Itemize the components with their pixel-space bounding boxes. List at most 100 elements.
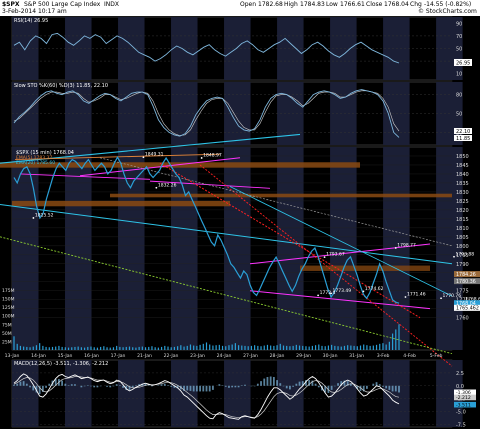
macd-histogram-bar bbox=[340, 381, 343, 386]
price-annotation-dot bbox=[317, 294, 320, 297]
open-value: 1782.68 bbox=[258, 1, 283, 8]
macd-histogram-bar bbox=[186, 385, 189, 391]
macd-histogram-bar bbox=[151, 385, 153, 387]
volume-bar bbox=[71, 347, 73, 350]
volume-bar bbox=[83, 347, 86, 350]
macd-histogram-bar bbox=[29, 385, 31, 388]
x-axis-label: 29-Jan bbox=[296, 353, 311, 359]
macd-histogram-bar bbox=[279, 383, 282, 386]
price-annotation-dot bbox=[362, 290, 365, 293]
macd-day-shade bbox=[65, 360, 92, 427]
volume-bar bbox=[61, 346, 63, 350]
macd-last-box bbox=[454, 401, 476, 408]
volume-bar bbox=[32, 346, 34, 350]
macd-histogram-bar bbox=[48, 383, 51, 386]
macd-histogram-bar bbox=[22, 381, 25, 386]
volume-bar bbox=[42, 345, 44, 350]
macd-histogram-bar bbox=[292, 385, 295, 387]
macd-histogram-bar bbox=[269, 376, 272, 386]
x-axis-label: 17-Jan bbox=[111, 353, 126, 359]
brand: © StockCharts.com bbox=[418, 8, 477, 15]
volume-bar bbox=[331, 344, 333, 350]
macd-histogram-bar bbox=[228, 385, 230, 388]
volume-bar bbox=[103, 346, 105, 350]
volume-tick-label: 150M bbox=[2, 297, 15, 303]
price-annotation: 1832.26 bbox=[158, 182, 177, 188]
macd-histogram-bar bbox=[167, 385, 169, 386]
volume-bar bbox=[215, 345, 217, 350]
price-annotation-dot bbox=[394, 247, 397, 249]
volume-bar bbox=[167, 346, 169, 350]
macd-title: MACD(12,26,5) -3.511, -1.306, -2.212 bbox=[14, 361, 108, 367]
price-value-label: 1765.462 bbox=[456, 306, 479, 312]
macd-last-label: -3.511 bbox=[456, 402, 471, 408]
sto-tick-label: 80 bbox=[456, 93, 462, 99]
macd-histogram-bar bbox=[147, 385, 150, 386]
volume-bar bbox=[80, 347, 82, 350]
macd-histogram-bar bbox=[160, 384, 163, 386]
macd-histogram-bar bbox=[256, 383, 259, 386]
x-axis-label: 23-Jan bbox=[190, 353, 205, 359]
x-axis-label: 13-Jan bbox=[5, 353, 20, 359]
volume-bar bbox=[334, 345, 336, 350]
volume-tick-label: 25M bbox=[2, 339, 12, 345]
macd-histogram-bar bbox=[263, 378, 266, 386]
macd-histogram-bar bbox=[99, 385, 102, 387]
sto-last-box bbox=[454, 128, 472, 134]
macd-histogram-bar bbox=[125, 385, 128, 390]
volume-bar bbox=[144, 347, 147, 350]
macd-histogram-bar bbox=[13, 384, 15, 386]
x-axis-label: 5-Feb bbox=[430, 353, 443, 359]
low-value: 1766.61 bbox=[340, 1, 365, 8]
volume-bar bbox=[366, 345, 368, 350]
volume-bar bbox=[180, 345, 182, 350]
volume-bar bbox=[93, 347, 95, 350]
macd-histogram-bar bbox=[64, 383, 67, 386]
price-day-shade bbox=[277, 147, 304, 350]
price-ema2-legend: EMA(20) 1785.60 bbox=[16, 160, 55, 166]
price-annotation-dot bbox=[200, 157, 203, 159]
macd-histogram-bar bbox=[240, 385, 243, 386]
macd-histogram-bar bbox=[359, 385, 362, 391]
price-annotation: 1849.31 bbox=[145, 152, 164, 158]
price-annotation: 1770.76 bbox=[443, 293, 462, 299]
macd-histogram-bar bbox=[337, 383, 339, 386]
macd-histogram-bar bbox=[394, 385, 397, 392]
volume-bar bbox=[55, 346, 57, 350]
volume-bar bbox=[48, 347, 50, 350]
price-tick-label: 1815 bbox=[456, 217, 469, 223]
macd-day-shade bbox=[383, 360, 410, 427]
price-annotation: 1793.88 bbox=[456, 251, 475, 257]
volume-bar bbox=[202, 343, 204, 350]
volume-bar bbox=[193, 345, 195, 350]
macd-histogram-bar bbox=[122, 385, 124, 388]
macd-histogram-bar bbox=[45, 385, 47, 388]
macd-histogram-bar bbox=[16, 383, 19, 386]
volume-bar bbox=[209, 344, 211, 350]
price-line bbox=[13, 155, 400, 304]
volume-tick-label: 125M bbox=[2, 305, 15, 311]
volume-bar bbox=[289, 346, 291, 350]
macd-histogram-bar bbox=[67, 385, 70, 386]
volume-bar bbox=[177, 346, 179, 350]
volume-bar bbox=[39, 343, 41, 350]
macd-histogram-bar bbox=[366, 385, 368, 389]
macd-histogram-bar bbox=[298, 381, 301, 386]
volume-bar bbox=[234, 343, 236, 350]
volume-bar bbox=[132, 347, 134, 350]
price-annotation: 1815.52 bbox=[35, 212, 54, 218]
x-axis-label: 16-Jan bbox=[84, 353, 99, 359]
low-label: Low bbox=[326, 1, 338, 8]
volume-bar bbox=[369, 345, 371, 350]
volume-bar bbox=[64, 347, 66, 350]
volume-bar bbox=[254, 345, 256, 350]
price-tick-label: 1795 bbox=[456, 253, 469, 259]
price-day-shade bbox=[436, 147, 463, 350]
macd-last-box bbox=[454, 394, 476, 401]
rsi-tick-label: 70 bbox=[456, 34, 462, 40]
volume-bar bbox=[347, 345, 349, 350]
support-band bbox=[110, 193, 452, 198]
price-day-shade bbox=[224, 147, 251, 350]
